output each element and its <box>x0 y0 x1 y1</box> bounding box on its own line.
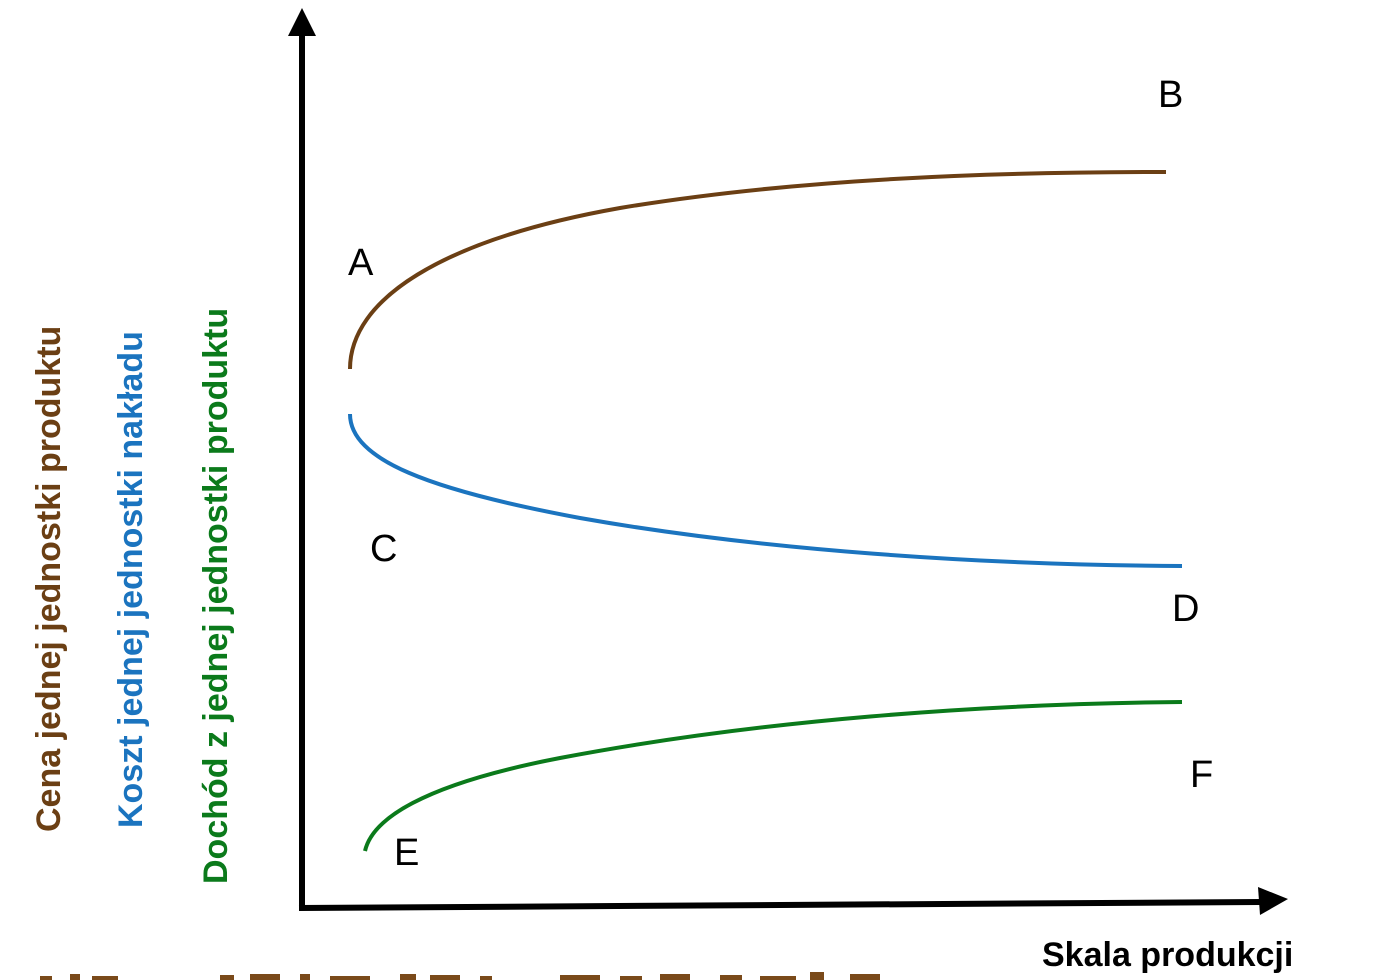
cost-curve <box>348 413 1183 568</box>
income-curve <box>363 700 1183 852</box>
axes <box>288 8 1288 915</box>
x-axis-title: Skala produkcji <box>1042 936 1293 974</box>
y-axis-titles: Cena jednej jednostki produktu Koszt jed… <box>30 308 235 884</box>
cut-off-text-fragment <box>40 972 880 980</box>
price-curve <box>348 170 1167 370</box>
y-title-price: Cena jednej jednostki produktu <box>30 326 68 832</box>
point-label-d: D <box>1172 588 1199 630</box>
x-axis-arrow-icon <box>1258 887 1288 915</box>
point-label-a: A <box>348 242 374 284</box>
y-title-income: Dochód z jednej jednostki produktu <box>197 308 235 884</box>
y-axis-arrow-icon <box>288 8 316 36</box>
point-labels: A B C D E F <box>348 74 1213 874</box>
y-title-cost: Koszt jednej jednostki nakładu <box>112 331 150 828</box>
x-axis <box>298 899 1261 911</box>
curves <box>348 170 1183 852</box>
point-label-f: F <box>1190 754 1213 796</box>
point-label-b: B <box>1158 74 1183 116</box>
point-label-e: E <box>394 832 419 874</box>
point-label-c: C <box>370 528 397 570</box>
cut-off-caption <box>40 972 880 980</box>
